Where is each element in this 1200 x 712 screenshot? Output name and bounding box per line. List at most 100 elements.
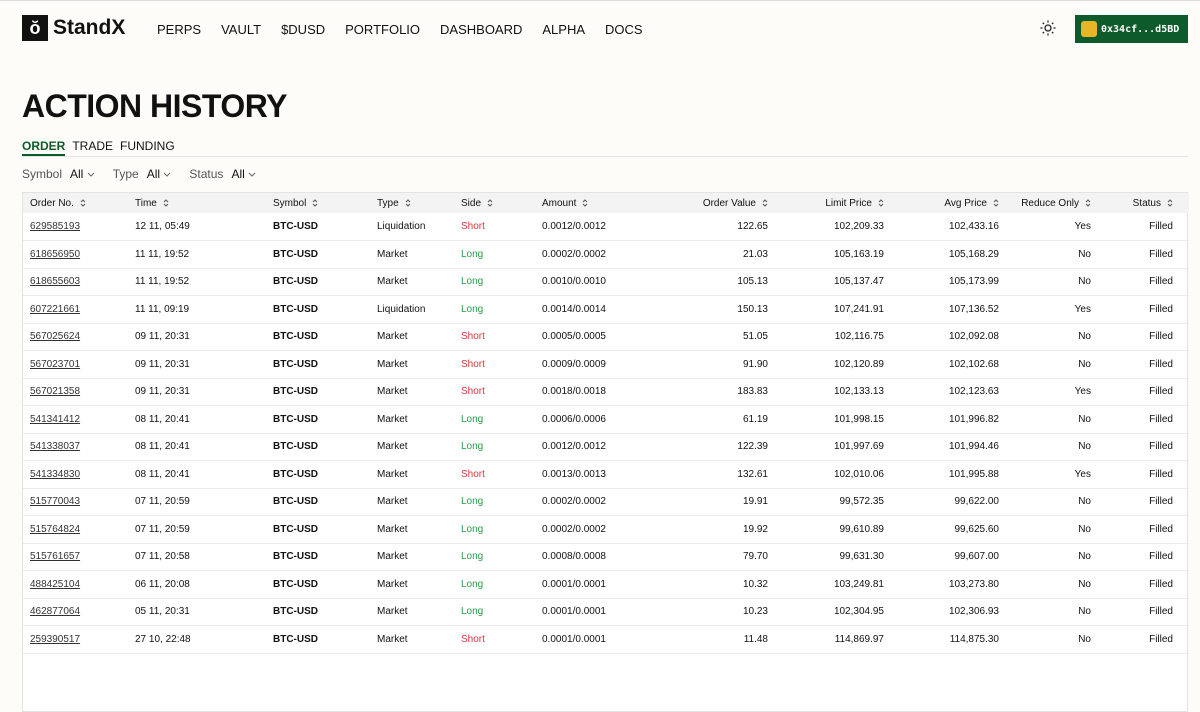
- cell: 07 11, 20:58: [128, 543, 266, 571]
- cell: Market: [370, 625, 454, 654]
- order-no[interactable]: 618656950: [30, 248, 81, 260]
- sort-icon: [878, 199, 884, 207]
- cell: 99,625.60: [892, 515, 1007, 544]
- cell: BTC-USD: [266, 515, 370, 544]
- column-header[interactable]: Status: [1099, 193, 1189, 213]
- cell: Yes: [1007, 213, 1099, 241]
- column-header[interactable]: Order Value: [651, 193, 776, 213]
- nav-link[interactable]: PERPS: [157, 22, 202, 37]
- cell: Long: [454, 295, 535, 324]
- cell: 09 11, 20:31: [128, 350, 266, 379]
- tab[interactable]: FUNDING: [120, 139, 175, 153]
- cell: Long: [454, 433, 535, 461]
- amount: 0.0013/0.0013: [542, 468, 606, 480]
- cell: 101,998.15: [776, 405, 892, 434]
- sort-icon: [487, 199, 493, 207]
- column-header[interactable]: Symbol: [266, 193, 370, 213]
- cell: BTC-USD: [266, 295, 370, 324]
- order-no[interactable]: 515761657: [30, 551, 81, 563]
- cell: Short: [454, 378, 535, 406]
- cell: 105,163.19: [776, 240, 892, 269]
- column-header[interactable]: Type: [370, 193, 454, 213]
- side: Short: [461, 386, 485, 398]
- order-no[interactable]: 607221661: [30, 303, 81, 315]
- order-no[interactable]: 488425104: [30, 578, 81, 590]
- table-row: 541334830 08 11, 20:41 BTC-USD Market Short 0…: [23, 460, 1189, 489]
- nav-link[interactable]: DOCS: [605, 22, 643, 37]
- nav-link[interactable]: PORTFOLIO: [345, 22, 421, 37]
- order-no[interactable]: 259390517: [30, 633, 81, 645]
- side: Long: [461, 496, 484, 508]
- cell: 10.23: [651, 598, 776, 626]
- order-no[interactable]: 462877064: [30, 606, 81, 618]
- cell: 183.83: [651, 378, 776, 406]
- filter[interactable]: Type All: [113, 167, 172, 181]
- cell: 99,572.35: [776, 488, 892, 516]
- status: Filled: [1149, 331, 1173, 343]
- column-header[interactable]: Reduce Only: [1007, 193, 1099, 213]
- order-no[interactable]: 541338037: [30, 441, 81, 453]
- cell: 10.32: [651, 570, 776, 599]
- order-no[interactable]: 541341412: [30, 413, 81, 425]
- order-no[interactable]: 515770043: [30, 496, 81, 508]
- nav-link[interactable]: $DUSD: [281, 22, 326, 37]
- filter[interactable]: Status All: [189, 167, 256, 181]
- avg-price: 99,625.60: [954, 523, 1000, 535]
- avg-price: 99,622.00: [954, 496, 1000, 508]
- cell: 607221661: [23, 295, 128, 324]
- cell: Filled: [1099, 460, 1189, 489]
- type: Market: [377, 468, 408, 480]
- cell: 102,209.33: [776, 213, 892, 241]
- cell: BTC-USD: [266, 460, 370, 489]
- status: Filled: [1149, 221, 1173, 232]
- cell: 0.0001/0.0001: [535, 570, 651, 599]
- column-header[interactable]: Limit Price: [776, 193, 892, 213]
- theme-toggle[interactable]: [1040, 20, 1056, 36]
- tab[interactable]: ORDER: [22, 139, 66, 156]
- table-row: 618655603 11 11, 19:52 BTC-USD Market Long 0.…: [23, 268, 1189, 296]
- order-no[interactable]: 618655603: [30, 276, 81, 288]
- nav-link[interactable]: DASHBOARD: [440, 22, 523, 37]
- reduce-only: Yes: [1074, 468, 1091, 480]
- sort-icon: [313, 199, 318, 207]
- cell: Long: [454, 570, 535, 599]
- nav-link[interactable]: VAULT: [221, 22, 262, 37]
- column-header[interactable]: Side: [454, 193, 535, 213]
- order-no[interactable]: 567021358: [30, 386, 81, 398]
- sort-icon: [80, 199, 86, 207]
- limit-price: 103,249.81: [833, 578, 884, 590]
- cell: Market: [370, 323, 454, 351]
- cell: BTC-USD: [266, 213, 370, 241]
- order-no[interactable]: 567023701: [30, 358, 81, 370]
- cell: Filled: [1099, 543, 1189, 571]
- column-header[interactable]: Avg Price: [892, 193, 1007, 213]
- order-no[interactable]: 515764824: [30, 523, 81, 535]
- cell: Short: [454, 350, 535, 379]
- status: Filled: [1149, 468, 1173, 480]
- cell: 0.0006/0.0006: [535, 405, 651, 434]
- cell: BTC-USD: [266, 625, 370, 654]
- cell: Market: [370, 433, 454, 461]
- side: Short: [461, 358, 485, 370]
- column-header[interactable]: Amount: [535, 193, 651, 213]
- order-value: 11.48: [743, 633, 768, 645]
- column-header[interactable]: Time: [128, 193, 266, 213]
- logo[interactable]: ŏ StandX: [22, 15, 125, 41]
- status: Filled: [1149, 551, 1173, 563]
- time: 11 11, 09:19: [135, 303, 190, 315]
- sort-icon: [1085, 199, 1091, 207]
- tab[interactable]: TRADE: [72, 139, 114, 153]
- page-title: ACTION HISTORY: [22, 88, 288, 124]
- cell: 101,997.69: [776, 433, 892, 461]
- time: 09 11, 20:31: [135, 331, 190, 343]
- order-no[interactable]: 567025624: [30, 331, 81, 343]
- filter[interactable]: Symbol All: [22, 167, 95, 181]
- column-header[interactable]: Order No.: [23, 193, 128, 213]
- order-no[interactable]: 541334830: [30, 468, 81, 480]
- cell: 107,136.52: [892, 295, 1007, 324]
- wallet-button[interactable]: 0x34cf...d5BD: [1075, 15, 1188, 43]
- nav-link[interactable]: ALPHA: [542, 22, 586, 37]
- order-no[interactable]: 629585193: [30, 221, 81, 232]
- symbol: BTC-USD: [273, 578, 318, 590]
- cell: Market: [370, 460, 454, 489]
